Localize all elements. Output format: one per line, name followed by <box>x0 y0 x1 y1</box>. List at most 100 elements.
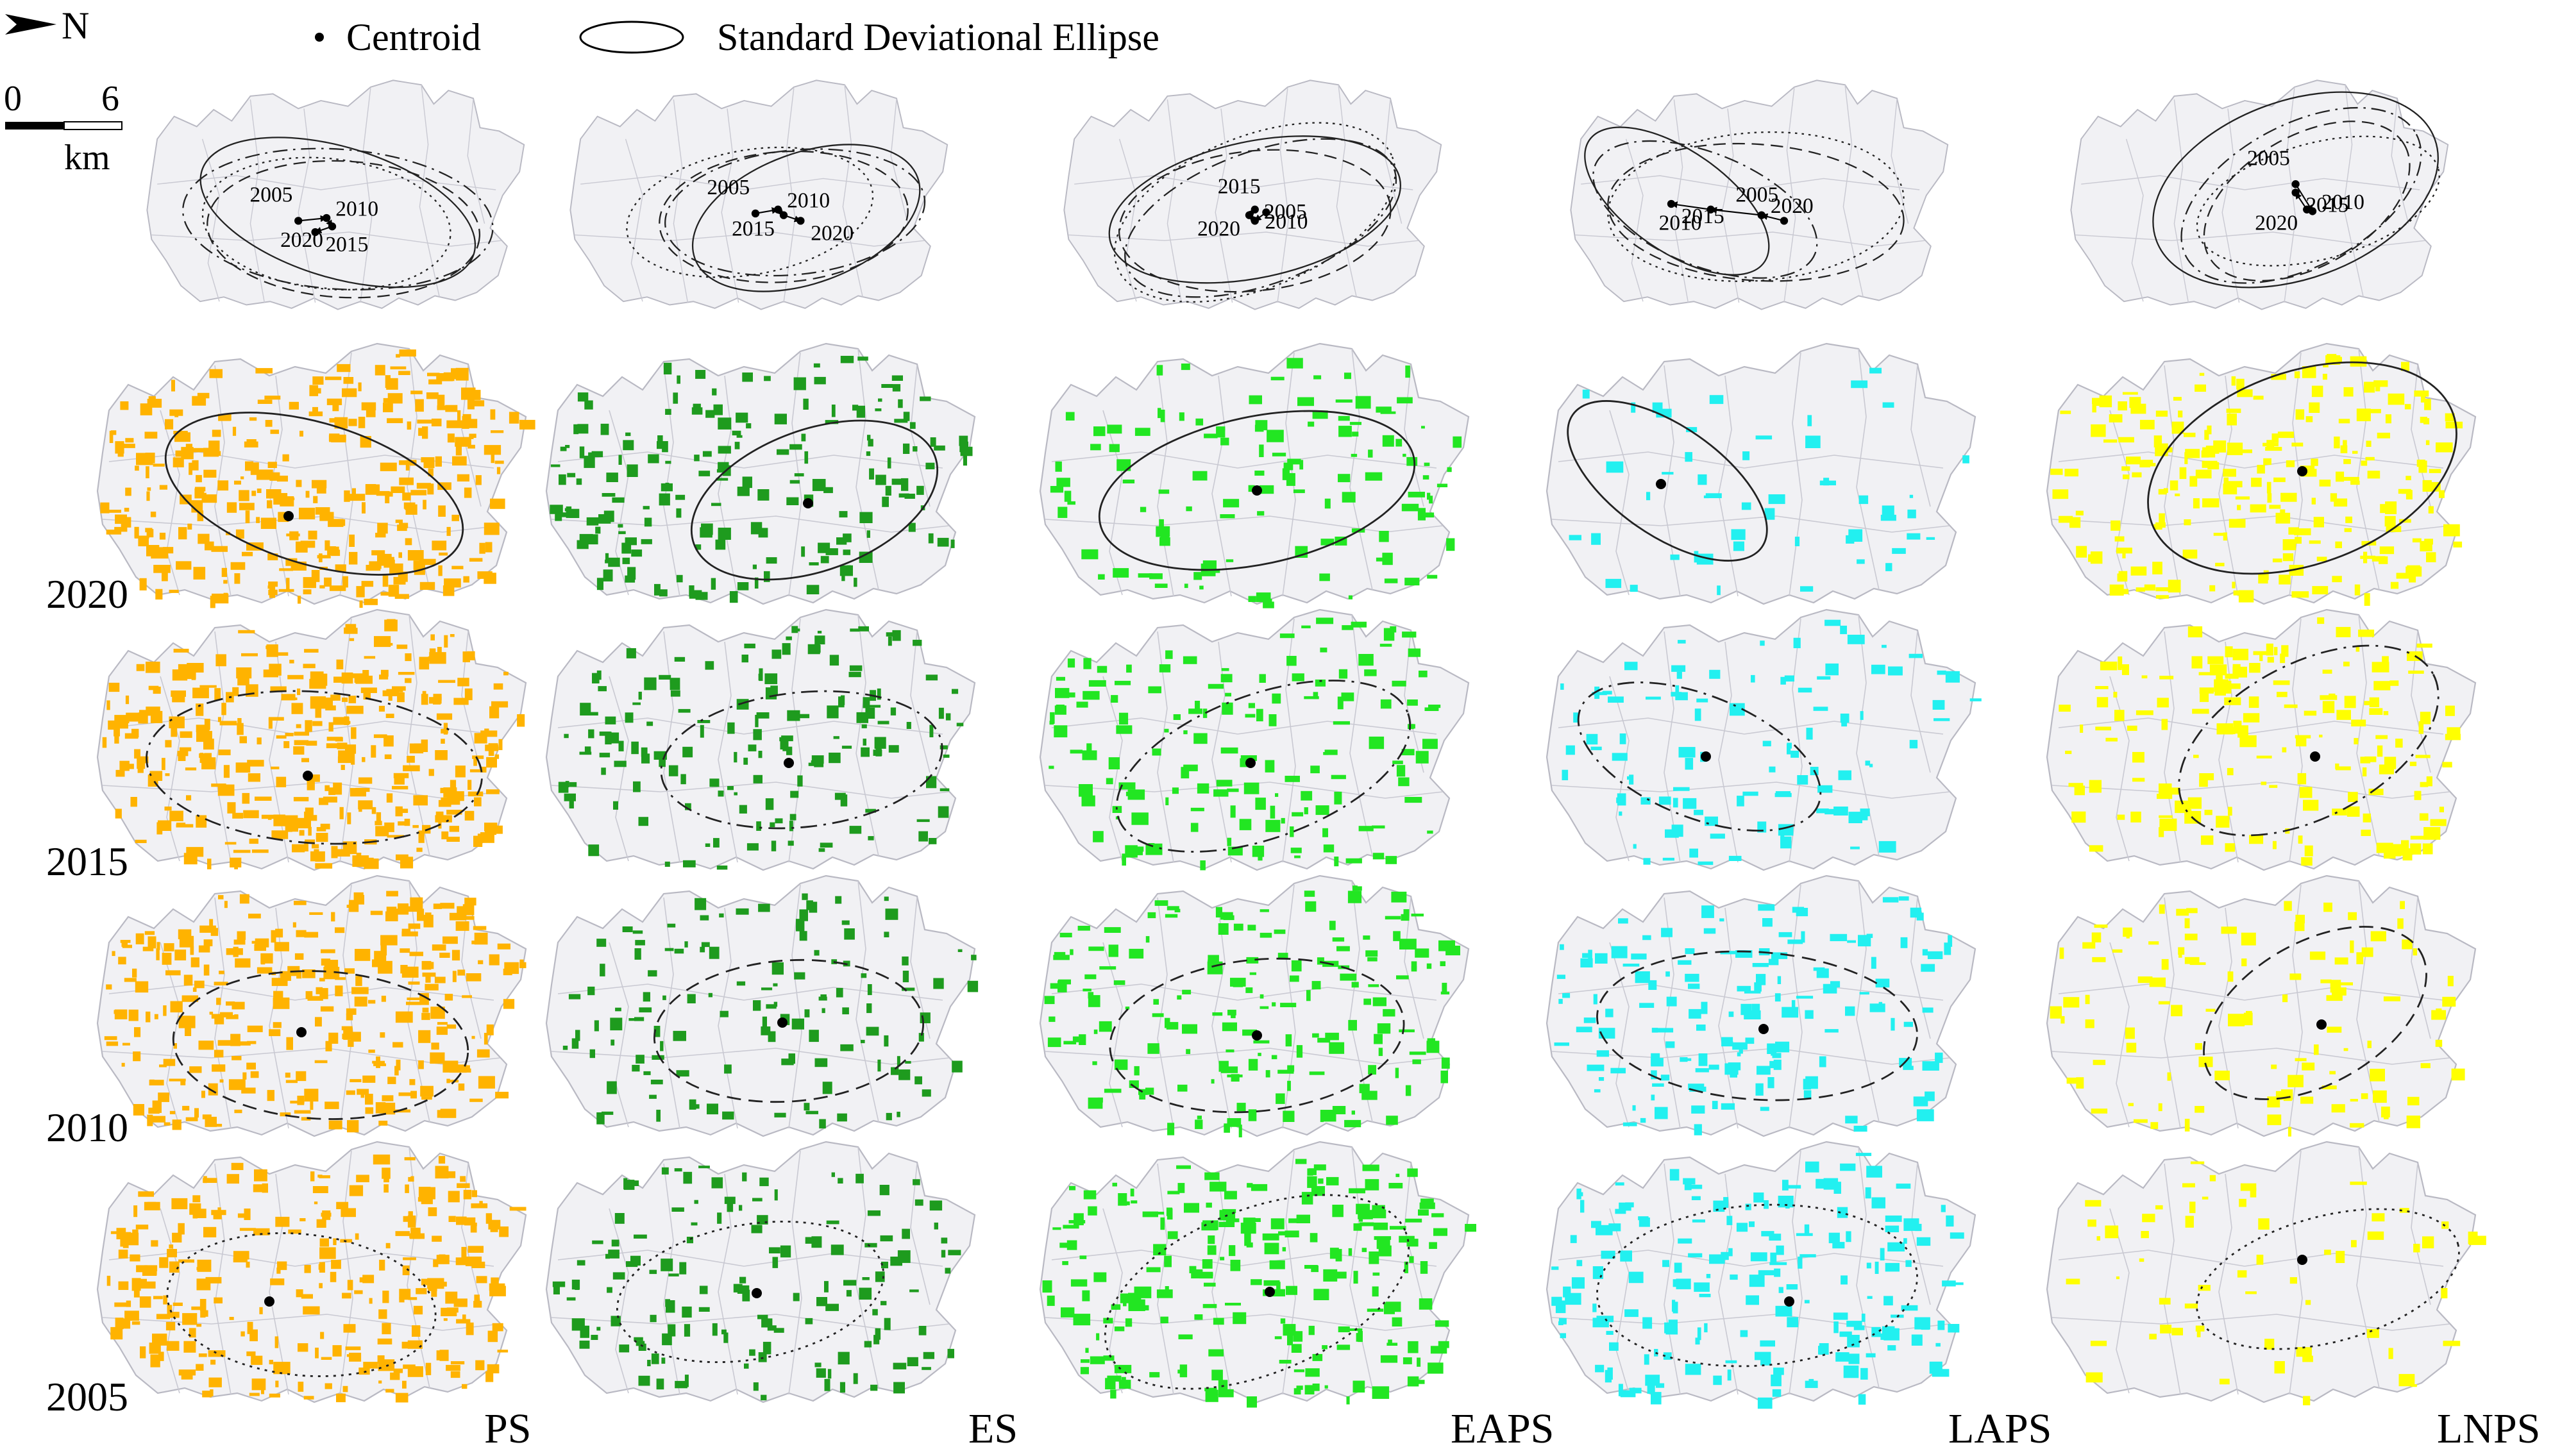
land-patch <box>1063 1041 1077 1044</box>
land-patch <box>913 639 922 646</box>
land-patch <box>472 755 484 759</box>
land-patch <box>480 832 494 843</box>
land-patch <box>210 1359 216 1365</box>
land-patch <box>1630 585 1638 592</box>
land-patch <box>181 1373 193 1380</box>
district-boundary <box>2125 138 2144 302</box>
land-patch <box>410 490 427 496</box>
land-patch <box>1903 1021 1913 1027</box>
land-patch <box>2207 656 2224 664</box>
land-patch <box>1149 573 1163 580</box>
land-patch <box>1846 1231 1851 1243</box>
std-deviational-ellipse <box>2147 361 2457 575</box>
land-patch <box>1882 402 1894 408</box>
land-patch <box>1248 703 1255 708</box>
land-patch <box>171 724 178 737</box>
land-patch <box>249 839 258 844</box>
land-patch <box>838 1178 843 1184</box>
land-patch <box>1865 760 1871 766</box>
overview-centroid-2020 <box>1667 199 1676 208</box>
land-patch <box>1231 1014 1236 1019</box>
land-patch <box>344 490 350 502</box>
land-patch <box>273 1362 291 1375</box>
land-patch <box>251 849 269 853</box>
land-patch <box>705 843 711 847</box>
land-patch <box>2082 942 2096 949</box>
land-patch <box>451 565 464 569</box>
land-patch <box>922 1089 931 1097</box>
land-patch <box>2370 931 2386 942</box>
land-patch <box>823 487 833 494</box>
land-patch <box>2237 389 2253 397</box>
land-patch <box>555 513 562 521</box>
land-patch <box>1595 1364 1605 1373</box>
land-patch <box>1816 808 1829 814</box>
land-patch <box>114 726 120 737</box>
overview-centroid-2005 <box>1780 217 1789 225</box>
land-patch <box>1903 1066 1914 1070</box>
land-patch <box>503 968 512 976</box>
land-patch <box>275 652 289 656</box>
land-patch <box>782 643 791 655</box>
land-patch <box>1129 948 1144 959</box>
land-patch <box>1365 1179 1379 1191</box>
scale-bar: 0 6 km <box>4 79 122 178</box>
land-patch <box>305 839 316 844</box>
land-patch <box>1270 805 1276 819</box>
land-patch <box>275 1216 290 1227</box>
land-patch <box>2184 1119 2190 1132</box>
land-patch <box>398 552 402 558</box>
land-patch <box>2130 403 2146 414</box>
land-patch <box>1054 951 1066 956</box>
land-patch <box>342 1385 348 1393</box>
land-patch <box>1565 1293 1581 1305</box>
land-patch <box>1891 1017 1895 1031</box>
land-patch <box>2184 452 2188 464</box>
land-patch <box>859 1287 872 1300</box>
land-patch <box>1580 958 1593 967</box>
land-patch <box>2187 797 2202 809</box>
land-patch <box>836 987 843 998</box>
land-patch <box>2282 747 2287 753</box>
land-patch <box>367 1000 376 1004</box>
land-patch <box>814 1058 828 1067</box>
land-patch <box>1083 1190 1097 1200</box>
land-patch <box>887 457 891 469</box>
land-patch <box>2209 585 2216 592</box>
land-patch <box>1223 499 1240 508</box>
land-patch <box>686 1237 693 1244</box>
land-patch <box>1749 1275 1765 1287</box>
centroid-point <box>752 1288 762 1298</box>
land-patch <box>1296 1214 1310 1223</box>
land-patch <box>2436 1008 2442 1017</box>
district-boundary <box>2052 1314 2450 1331</box>
land-patch <box>380 592 392 596</box>
land-patch <box>716 866 728 870</box>
land-patch <box>232 1001 245 1010</box>
land-patch <box>1288 1218 1299 1223</box>
land-patch <box>2215 562 2225 567</box>
overview-centroid-2020 <box>2291 188 2300 197</box>
land-patch <box>867 1210 880 1216</box>
land-patch <box>253 1228 270 1235</box>
land-patch <box>835 896 842 904</box>
land-patch <box>2428 506 2434 514</box>
land-patch <box>2275 512 2291 524</box>
land-patch <box>1778 1287 1783 1293</box>
land-patch <box>352 860 367 867</box>
land-patch <box>618 455 622 465</box>
land-patch <box>594 1020 599 1032</box>
land-patch <box>2361 460 2368 466</box>
land-patch <box>1093 1029 1098 1034</box>
std-deviational-ellipse <box>2178 644 2439 837</box>
overview-year-label-2: 2015 <box>732 217 775 240</box>
land-patch <box>950 539 955 548</box>
land-patch <box>423 499 426 510</box>
land-patch <box>2442 762 2452 767</box>
centroid-point <box>1656 479 1666 489</box>
district-boundary <box>1051 717 1437 735</box>
land-patch <box>809 1030 819 1042</box>
land-patch <box>2223 477 2229 485</box>
land-patch <box>1593 994 1597 1005</box>
land-patch <box>1728 855 1742 861</box>
